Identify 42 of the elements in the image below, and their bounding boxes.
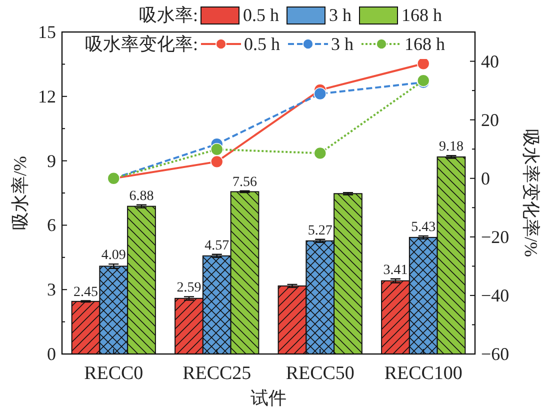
- point: [416, 57, 430, 70]
- data-label: 7.56: [232, 174, 258, 190]
- y-axis-title: 吸水率/%: [10, 156, 30, 230]
- point: [314, 146, 327, 160]
- data-label: 9.18: [439, 140, 464, 155]
- legend-label: 168 h: [404, 34, 445, 54]
- y2-axis-title: 吸水率变化率/%: [521, 129, 541, 257]
- x-tick-label: RECC100: [384, 363, 462, 384]
- y-tick-label: 3: [47, 280, 56, 300]
- data-label: 4.09: [101, 248, 126, 264]
- point: [210, 142, 224, 156]
- data-label: 2.45: [73, 284, 98, 300]
- y2-tick-label: 40: [481, 51, 499, 72]
- text: 吸水率:: [138, 5, 198, 25]
- y2-tick-label: −40: [481, 285, 510, 306]
- data-label: 6.88: [129, 188, 154, 204]
- legend-label: 3 h: [331, 34, 354, 54]
- x-tick-label: RECC25: [182, 363, 252, 384]
- y-tick-label: 9: [47, 150, 56, 171]
- legend-label: 3 h: [329, 5, 352, 25]
- data-label: 5.27: [308, 223, 332, 238]
- data-label: 4.57: [204, 238, 230, 254]
- data-label: 5.43: [411, 220, 436, 235]
- y-tick-label: 12: [38, 86, 56, 106]
- y2-tick-label: 20: [481, 110, 499, 130]
- x-tick-label: RECC0: [84, 363, 144, 384]
- x-axis-title: 试件: [250, 388, 286, 408]
- legend-label: 168 h: [402, 5, 442, 25]
- legend-label: 0.5 h: [243, 5, 279, 25]
- data-label: 3.41: [383, 262, 408, 278]
- point: [314, 87, 327, 100]
- y2-tick-label: −60: [481, 344, 510, 364]
- annotation: 吸水率变化率:: [84, 34, 198, 54]
- y2-tick-label: 0: [481, 168, 490, 188]
- x-tick-label: RECC50: [286, 363, 354, 384]
- point: [210, 155, 224, 168]
- y-tick-label: 6: [47, 215, 56, 236]
- y-tick-label: 15: [38, 22, 56, 42]
- data-label: 2.59: [176, 280, 202, 296]
- y2-tick-label: −20: [481, 226, 510, 247]
- legend-label: 0.5 h: [244, 34, 280, 54]
- y-tick-label: 0: [47, 344, 56, 364]
